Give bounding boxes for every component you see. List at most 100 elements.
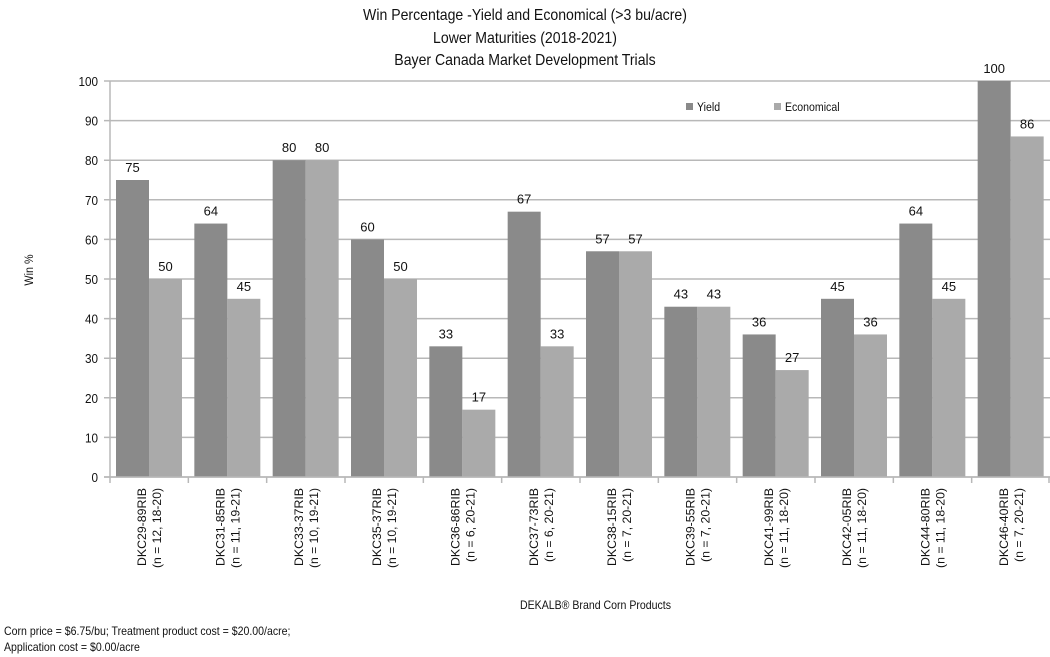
category-label: DKC31-85RIB (n = 11, 19-21) [214, 488, 243, 568]
bar-yield [116, 180, 149, 477]
bar-yield [429, 346, 463, 477]
category-label: DKC46-40RIB (n = 7, 20-21) [997, 488, 1026, 566]
svg-text:(n = 7, 20-21): (n = 7, 20-21) [620, 488, 634, 562]
data-label: 45 [237, 279, 251, 294]
svg-text:DKC29-89RIB: DKC29-89RIB [135, 488, 149, 566]
bar-yield [821, 298, 854, 477]
svg-text:(n = 7, 20-21): (n = 7, 20-21) [699, 488, 713, 562]
data-label: 36 [752, 314, 766, 329]
legend-label-yield: Yield [697, 101, 720, 114]
category-label: DKC36-86RIB (n = 6, 20-21) [449, 488, 478, 566]
data-label: 57 [628, 231, 642, 246]
data-label: 60 [360, 219, 374, 234]
data-label: 45 [942, 279, 956, 294]
data-label: 64 [204, 204, 218, 219]
category-label: DKC35-37RIB (n = 10, 19-21) [370, 488, 399, 568]
svg-text:(n = 11, 18-20): (n = 11, 18-20) [855, 488, 869, 568]
svg-text:(n = 11, 18-20): (n = 11, 18-20) [934, 488, 948, 568]
chart-subtitle: Lower Maturities (2018-2021) [433, 30, 617, 47]
data-label: 50 [393, 259, 407, 274]
svg-text:DKC41-99RIB: DKC41-99RIB [762, 488, 776, 566]
svg-text:DKC37-73RIB: DKC37-73RIB [527, 488, 541, 566]
bar-economical [775, 370, 809, 477]
data-label: 80 [282, 140, 296, 155]
chart-subtitle-2: Bayer Canada Market Development Trials [394, 52, 656, 69]
svg-text:(n = 11, 19-21): (n = 11, 19-21) [229, 488, 243, 568]
y-axis-label: Win % [24, 254, 37, 285]
svg-text:(n = 6, 20-21): (n = 6, 20-21) [542, 488, 556, 562]
category-label: DKC44-80RIB (n = 11, 18-20) [919, 488, 948, 568]
category-label: DKC38-15RIB (n = 7, 20-21) [605, 488, 634, 566]
svg-text:(n = 12, 18-20): (n = 12, 18-20) [150, 488, 164, 568]
svg-text:DKC31-85RIB: DKC31-85RIB [214, 488, 228, 566]
y-tick-label: 20 [85, 391, 98, 406]
data-label: 33 [550, 326, 564, 341]
data-label: 86 [1020, 116, 1034, 131]
svg-text:(n = 7, 20-21): (n = 7, 20-21) [1012, 488, 1026, 562]
y-tick-label: 80 [85, 154, 98, 169]
data-label: 64 [909, 204, 923, 219]
bar-yield [664, 306, 698, 477]
y-tick-label: 90 [85, 114, 98, 129]
svg-text:DKC42-05RIB: DKC42-05RIB [840, 488, 854, 566]
svg-text:DKC44-80RIB: DKC44-80RIB [919, 488, 933, 566]
svg-text:DKC33-37RIB: DKC33-37RIB [292, 488, 306, 566]
category-label: DKC37-73RIB (n = 6, 20-21) [527, 488, 556, 566]
data-label: 57 [595, 231, 609, 246]
data-label: 50 [158, 259, 172, 274]
bar-yield [507, 211, 541, 477]
bar-economical [540, 346, 574, 477]
svg-text:(n = 6, 20-21): (n = 6, 20-21) [464, 488, 478, 562]
y-tick-label: 10 [85, 431, 98, 446]
data-label: 43 [674, 287, 688, 302]
svg-text:DKC39-55RIB: DKC39-55RIB [684, 488, 698, 566]
bar-economical [854, 334, 887, 477]
svg-text:DKC46-40RIB: DKC46-40RIB [997, 488, 1011, 566]
svg-text:DKC36-86RIB: DKC36-86RIB [449, 488, 463, 566]
category-label: DKC41-99RIB (n = 11, 18-20) [762, 488, 791, 568]
category-label: DKC33-37RIB (n = 10, 19-21) [292, 488, 321, 568]
data-label: 45 [830, 279, 844, 294]
y-tick-label: 70 [85, 193, 98, 208]
chart-title: Win Percentage -Yield and Economical (>3… [363, 7, 687, 24]
svg-text:(n = 10, 19-21): (n = 10, 19-21) [307, 488, 321, 568]
footnote-line-1: Corn price = $6.75/bu; Treatment product… [4, 624, 291, 638]
bar-yield [194, 223, 228, 477]
y-tick-label: 30 [85, 352, 98, 367]
category-label: DKC42-05RIB (n = 11, 18-20) [840, 488, 869, 568]
x-axis-label: DEKALB® Brand Corn Products [520, 598, 672, 612]
y-tick-label: 100 [78, 74, 98, 89]
bar-economical [932, 298, 966, 477]
footnote-line-2: Application cost = $0.00/acre [4, 640, 140, 654]
category-label: DKC29-89RIB (n = 12, 18-20) [135, 488, 164, 568]
bar-yield [742, 334, 776, 477]
data-label: 17 [472, 390, 486, 405]
data-label: 100 [983, 61, 1005, 76]
bar-yield [977, 81, 1011, 477]
bar-economical [384, 279, 417, 477]
category-label: DKC39-55RIB (n = 7, 20-21) [684, 488, 713, 566]
svg-text:(n = 10, 19-21): (n = 10, 19-21) [385, 488, 399, 568]
legend-label-economical: Economical [785, 101, 840, 114]
bar-economical [149, 279, 182, 477]
bar-economical [697, 306, 731, 477]
bar-economical [1010, 136, 1044, 477]
svg-text:(n = 11, 18-20): (n = 11, 18-20) [777, 488, 791, 568]
bar-yield [899, 223, 933, 477]
data-label: 75 [125, 160, 139, 175]
legend-swatch-economical [774, 103, 781, 110]
y-tick-label: 40 [85, 312, 98, 327]
y-tick-label: 50 [85, 272, 98, 287]
y-tick-label: 60 [85, 233, 98, 248]
bar-economical [619, 251, 652, 477]
bar-economical [462, 409, 496, 477]
data-label: 33 [439, 326, 453, 341]
svg-text:DKC38-15RIB: DKC38-15RIB [605, 488, 619, 566]
data-label: 67 [517, 192, 531, 207]
data-label: 36 [863, 314, 877, 329]
data-label: 27 [785, 350, 799, 365]
svg-text:DKC35-37RIB: DKC35-37RIB [370, 488, 384, 566]
bar-yield [272, 160, 306, 477]
bar-economical [305, 160, 339, 477]
legend-swatch-yield [686, 103, 693, 110]
